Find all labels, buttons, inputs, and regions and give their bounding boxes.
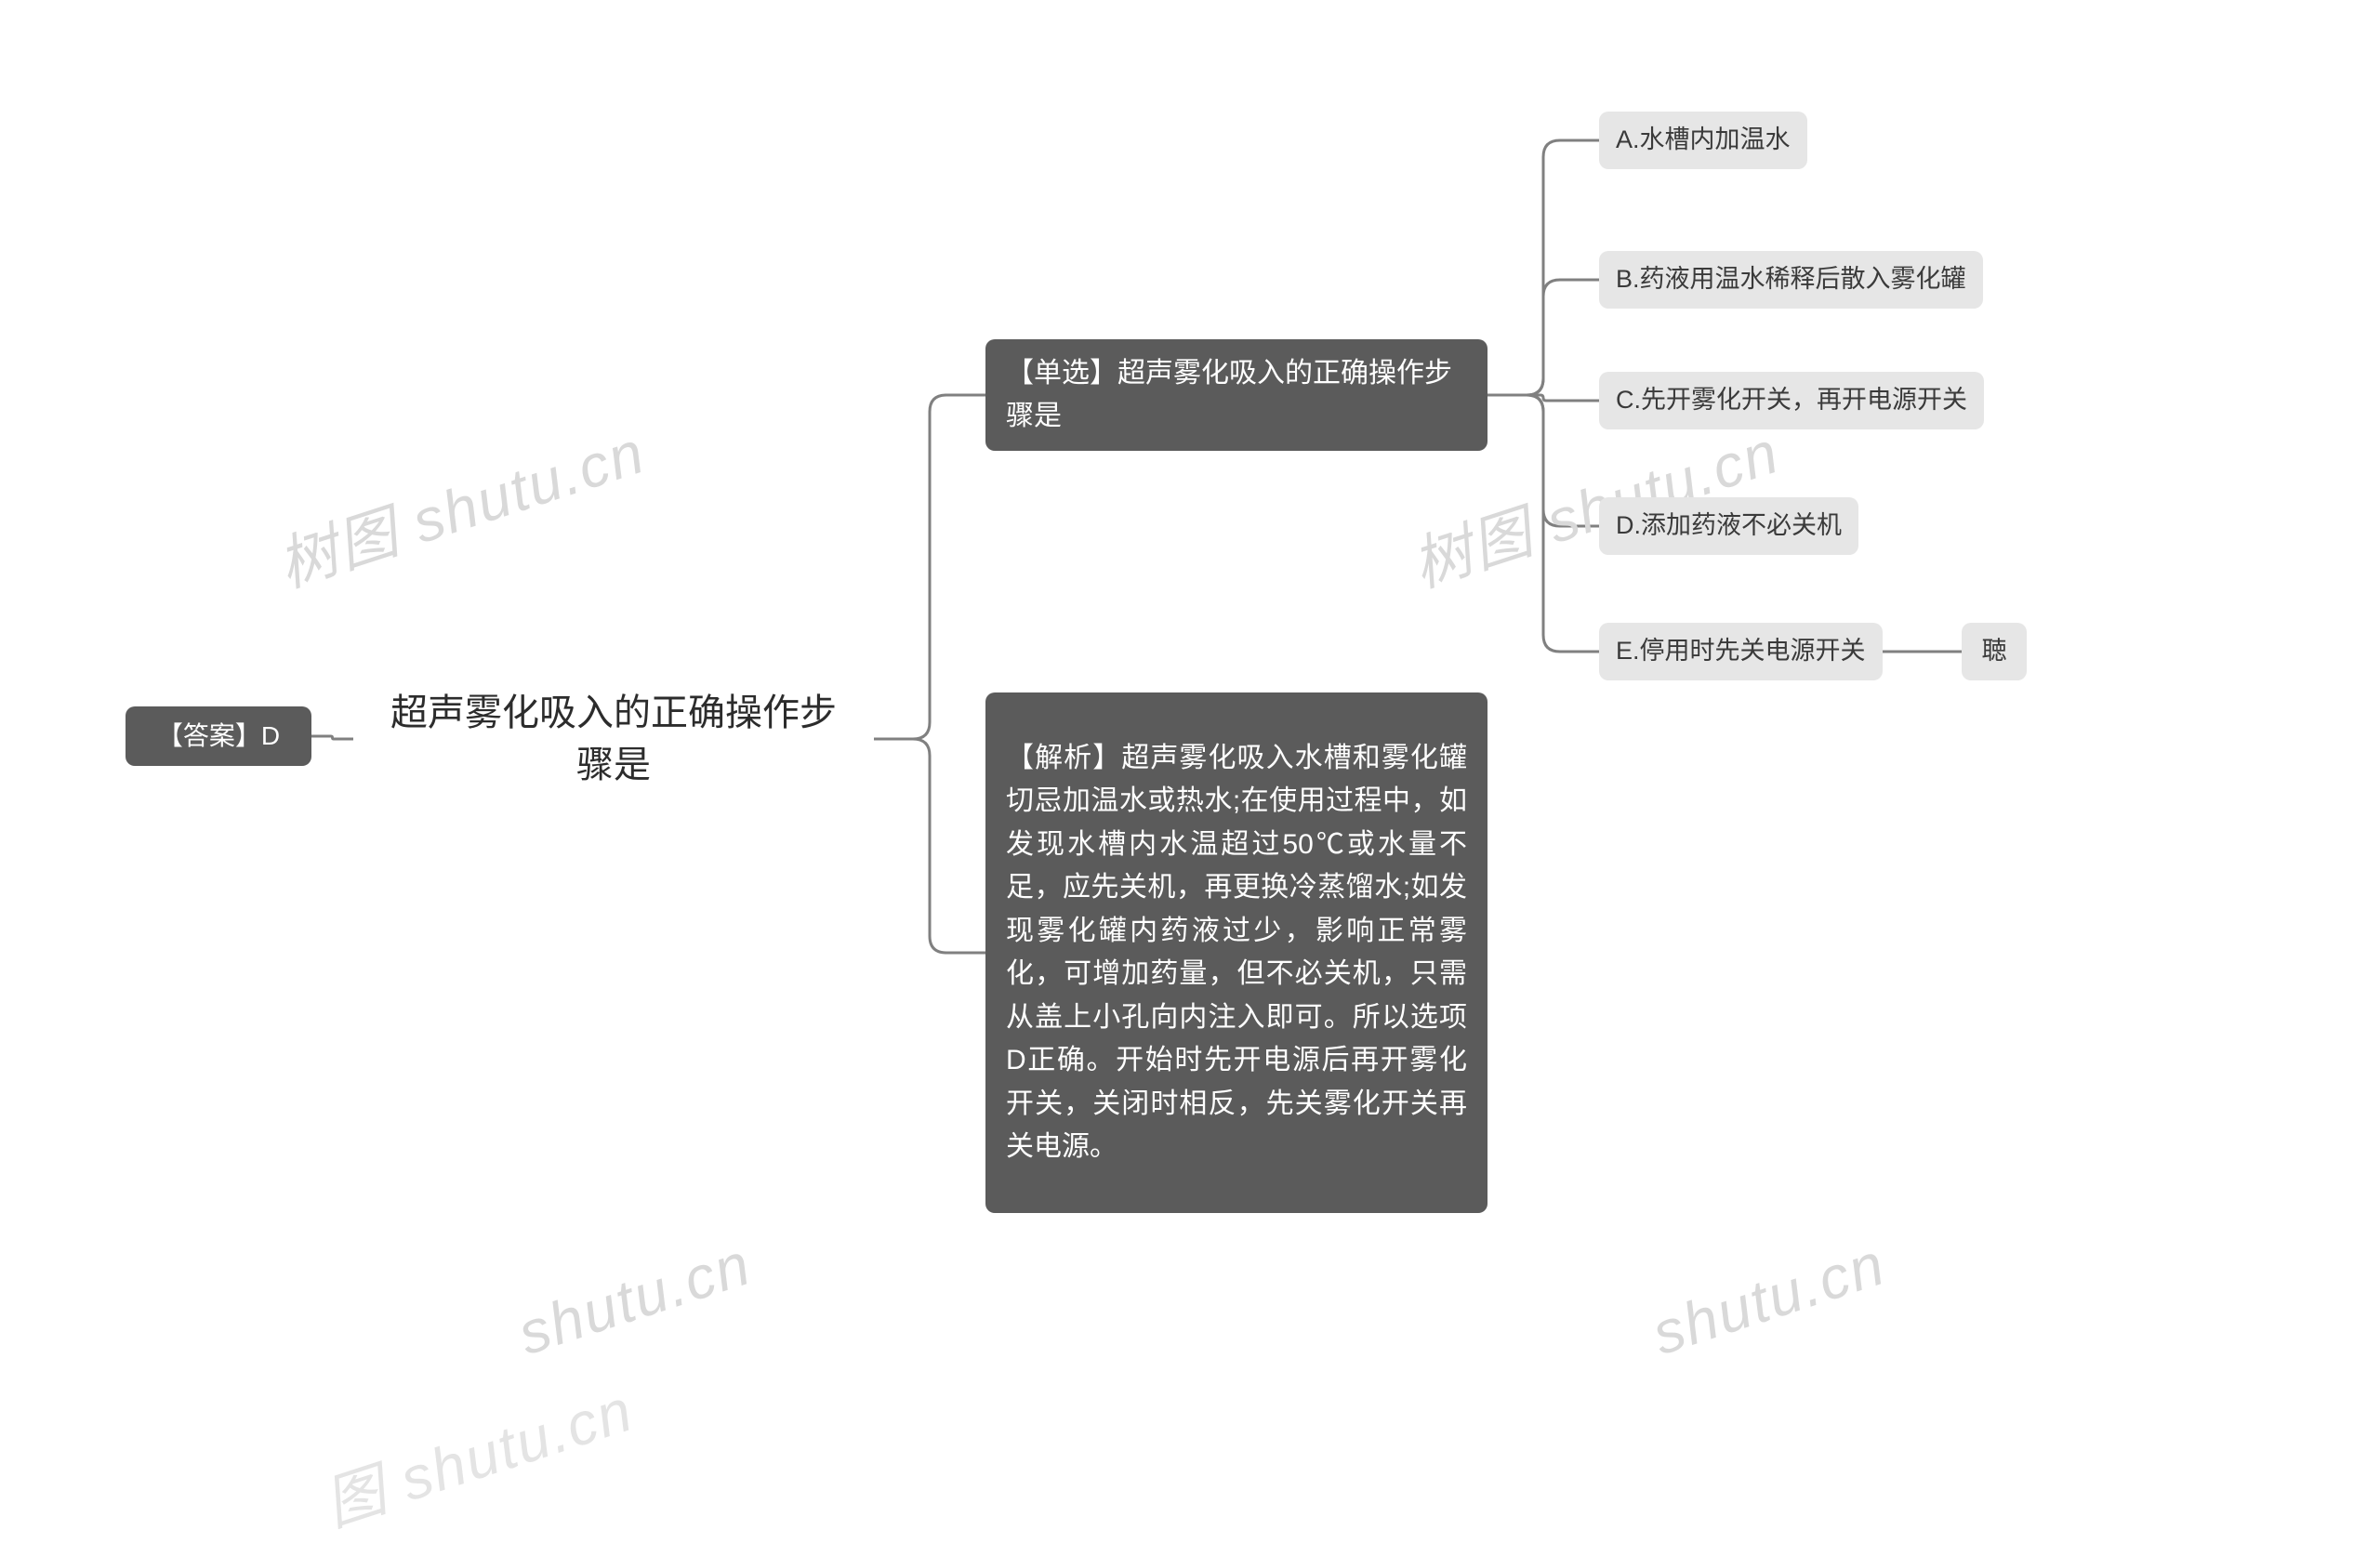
watermark: shutu.cn — [1645, 1229, 1894, 1368]
connector — [1488, 280, 1599, 395]
option-b-node[interactable]: B.药液用温水稀释后散入雾化罐 — [1599, 251, 1983, 309]
option-a-node[interactable]: A.水槽内加温水 — [1599, 112, 1807, 169]
watermark: 图 shutu.cn — [312, 1363, 642, 1543]
option-e-node[interactable]: E.停用时先关电源开关 — [1599, 623, 1883, 680]
question-node[interactable]: 【单选】超声雾化吸入的正确操作步骤是 — [985, 339, 1488, 451]
watermark: shutu.cn — [510, 1229, 760, 1368]
option-e-label: E.停用时先关电源开关 — [1616, 632, 1866, 671]
connector — [311, 736, 353, 739]
option-d-label: D.添加药液不必关机 — [1616, 507, 1842, 546]
connector — [1488, 140, 1599, 395]
answer-label: 【答案】D — [157, 716, 280, 756]
root-node[interactable]: 超声雾化吸入的正确操作步骤是 — [353, 683, 874, 795]
connector — [1488, 395, 1599, 652]
leaf-node[interactable]: 聴 — [1962, 623, 2027, 680]
option-c-node[interactable]: C.先开雾化开关，再开电源开关 — [1599, 372, 1984, 429]
connector — [1488, 395, 1599, 401]
option-b-label: B.药液用温水稀释后散入雾化罐 — [1616, 260, 1966, 299]
analysis-label: 【解析】超声雾化吸入水槽和雾化罐切忌加温水或热水;在使用过程中，如发现水槽内水温… — [1006, 737, 1467, 1169]
connector — [1488, 395, 1599, 526]
connector — [874, 739, 985, 953]
connector — [874, 395, 985, 739]
analysis-node[interactable]: 【解析】超声雾化吸入水槽和雾化罐切忌加温水或热水;在使用过程中，如发现水槽内水温… — [985, 692, 1488, 1213]
root-label: 超声雾化吸入的正确操作步骤是 — [374, 687, 853, 791]
leaf-label: 聴 — [1982, 632, 2007, 671]
answer-node[interactable]: 【答案】D — [126, 706, 311, 766]
question-label: 【单选】超声雾化吸入的正确操作步骤是 — [1006, 352, 1467, 439]
option-d-node[interactable]: D.添加药液不必关机 — [1599, 497, 1858, 555]
option-a-label: A.水槽内加温水 — [1616, 121, 1791, 160]
mindmap-canvas: 树图 shutu.cn 树图 shutu.cn shutu.cn shutu.c… — [0, 0, 2380, 1471]
watermark: 树图 shutu.cn — [266, 405, 654, 604]
option-c-label: C.先开雾化开关，再开电源开关 — [1616, 381, 1967, 420]
